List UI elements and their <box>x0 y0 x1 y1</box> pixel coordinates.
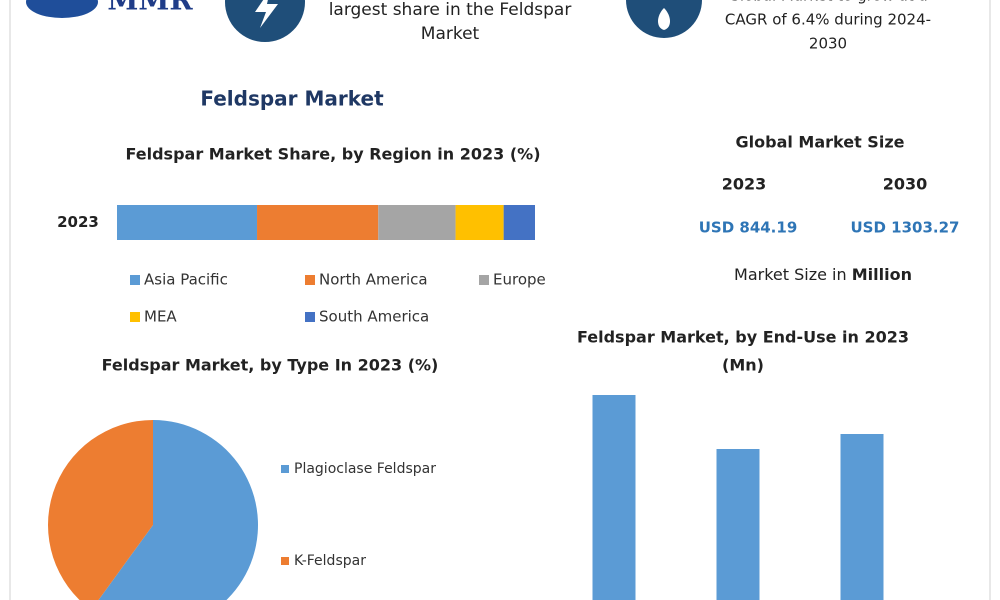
chart-title: Feldspar Market Share, by Region in 2023… <box>125 145 540 164</box>
year: 2030 <box>883 175 928 194</box>
bar-segment <box>257 205 379 240</box>
legend-swatch <box>305 275 315 285</box>
unit-label: Market Size in Million <box>734 265 912 284</box>
icon-bolt <box>255 0 278 28</box>
bar <box>592 395 636 600</box>
market-value: USD 844.19 <box>699 219 798 237</box>
year: 2023 <box>722 175 767 194</box>
legend-swatch <box>130 312 140 322</box>
legend-label: Europe <box>493 271 546 289</box>
unit-prefix: Market Size in <box>734 265 847 284</box>
legend-swatch <box>281 465 289 473</box>
bar <box>716 449 760 600</box>
legend-label: MEA <box>144 308 177 326</box>
callout-line: Market <box>421 24 480 44</box>
page-title: Feldspar Market <box>200 87 384 111</box>
unit-emphasis: Million <box>852 265 912 284</box>
bar-segment <box>378 205 456 240</box>
chart-title: (Mn) <box>722 356 764 375</box>
legend-label: Plagioclase Feldspar <box>294 461 436 477</box>
chart-title: Feldspar Market, by Type In 2023 (%) <box>102 356 439 375</box>
category-label: 2023 <box>57 213 99 231</box>
callout-line: Global Market to grow at a <box>728 0 927 5</box>
callout: Global Market to grow at a CAGR of 6.4% d… <box>725 0 931 53</box>
bar <box>840 434 884 600</box>
logo: MMR <box>107 0 193 17</box>
callout-line: CAGR of 6.4% during 2024- <box>725 11 931 29</box>
legend-label: South America <box>319 308 429 326</box>
market-size-title: Global Market Size <box>736 133 905 152</box>
legend-swatch <box>281 557 289 565</box>
icon-flame <box>658 8 670 30</box>
bar-segment <box>455 205 504 240</box>
legend-swatch <box>479 275 489 285</box>
legend-label: North America <box>319 271 428 289</box>
legend-swatch <box>305 312 315 322</box>
pie-slice <box>48 420 153 600</box>
bar-segment <box>503 205 535 240</box>
callout-line: largest share in the Feldspar <box>329 0 572 20</box>
legend-label: K-Feldspar <box>294 553 366 569</box>
legend-swatch <box>130 275 140 285</box>
callout-line: 2030 <box>809 35 847 53</box>
logo-globe <box>26 0 98 18</box>
legend-label: Asia Pacific <box>144 271 228 289</box>
chart-title: Feldspar Market, by End-Use in 2023 <box>577 328 909 347</box>
pie-slice <box>98 420 258 600</box>
bar-segment <box>117 205 258 240</box>
callout: largest share in the Feldspar Market <box>329 0 572 44</box>
market-value: USD 1303.27 <box>851 219 960 237</box>
